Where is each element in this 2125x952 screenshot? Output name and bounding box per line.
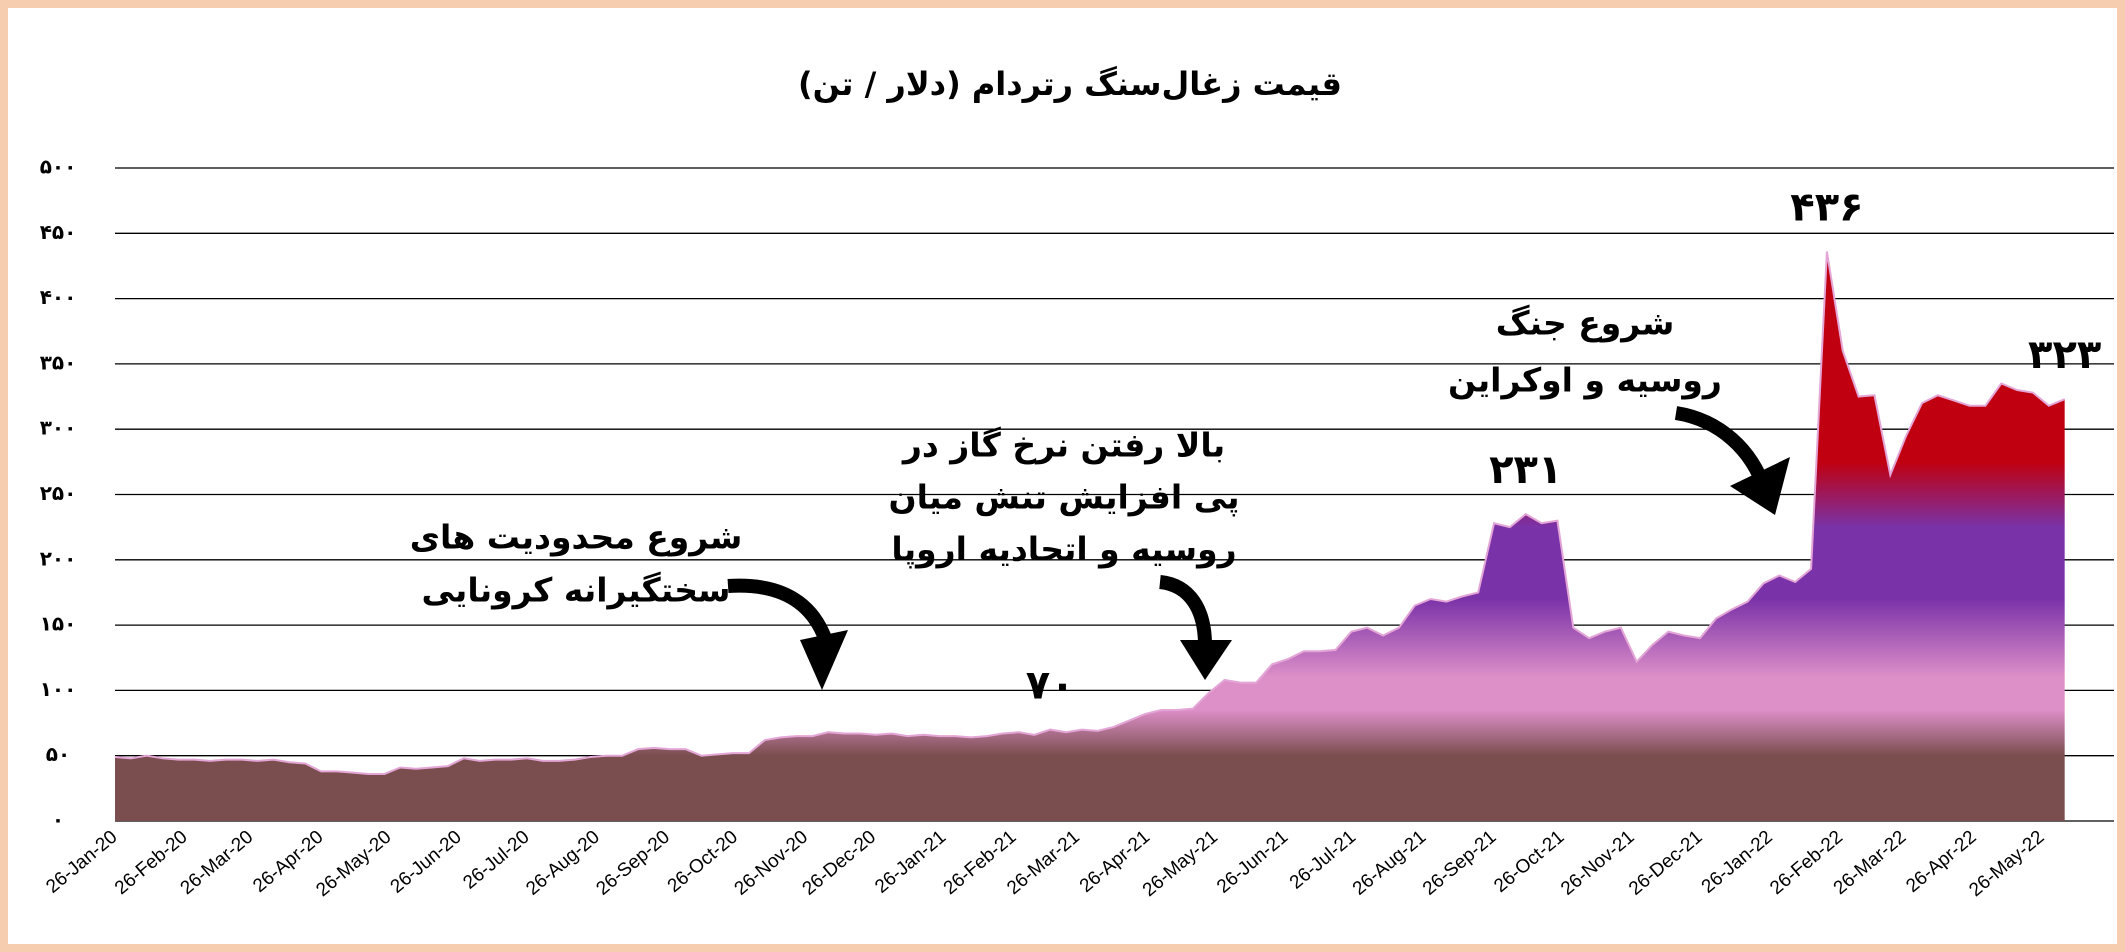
y-tick-label: ۳۰۰	[40, 416, 77, 440]
annotation: روسیه و اوکراین	[1448, 361, 1722, 401]
area	[115, 251, 2065, 822]
arrows	[727, 406, 1790, 690]
y-tick-label: ۱۰۰	[40, 677, 77, 701]
annotation: شروع جنگ	[1496, 304, 1675, 344]
plot	[114, 251, 2066, 822]
y-tick-label: ۲۵۰	[40, 481, 77, 505]
chart-title: قیمت زغال‌سنگ رتردام (دلار / تن)	[798, 65, 1342, 103]
y-tick-label: ۱۵۰	[40, 612, 77, 636]
y-tick-label: ۴۰۰	[40, 285, 77, 309]
y-tick-label: ۲۰۰	[40, 546, 77, 570]
value-label: ۷۰	[1026, 663, 1075, 709]
arrow-head	[1180, 640, 1232, 680]
arrow-head	[1730, 457, 1790, 515]
y-tick-label: ۵۰	[46, 742, 70, 766]
annotation: شروع محدودیت های	[410, 518, 743, 558]
annotation: پی افزایش تنش میان	[888, 478, 1239, 518]
annotation: سختگیرانه کرونایی	[422, 571, 731, 611]
y-tick-label: ۴۵۰	[40, 220, 77, 244]
arrow	[1158, 575, 1212, 646]
value-label: ۲۳۱	[1489, 447, 1562, 493]
y-tick-label: ۳۵۰	[40, 350, 77, 374]
annotation: روسیه و اتحادیه اروپا	[891, 530, 1236, 570]
area-edge	[114, 251, 2066, 775]
y-tick-label: ۵۰۰	[40, 155, 77, 179]
value-label: ۳۲۳	[2028, 332, 2101, 378]
arrow-head	[800, 630, 848, 690]
annotation: بالا رفتن نرخ گاز در	[901, 426, 1225, 466]
y-tick-label: ۰	[52, 808, 64, 832]
value-label: ۴۳۶	[1790, 185, 1863, 231]
